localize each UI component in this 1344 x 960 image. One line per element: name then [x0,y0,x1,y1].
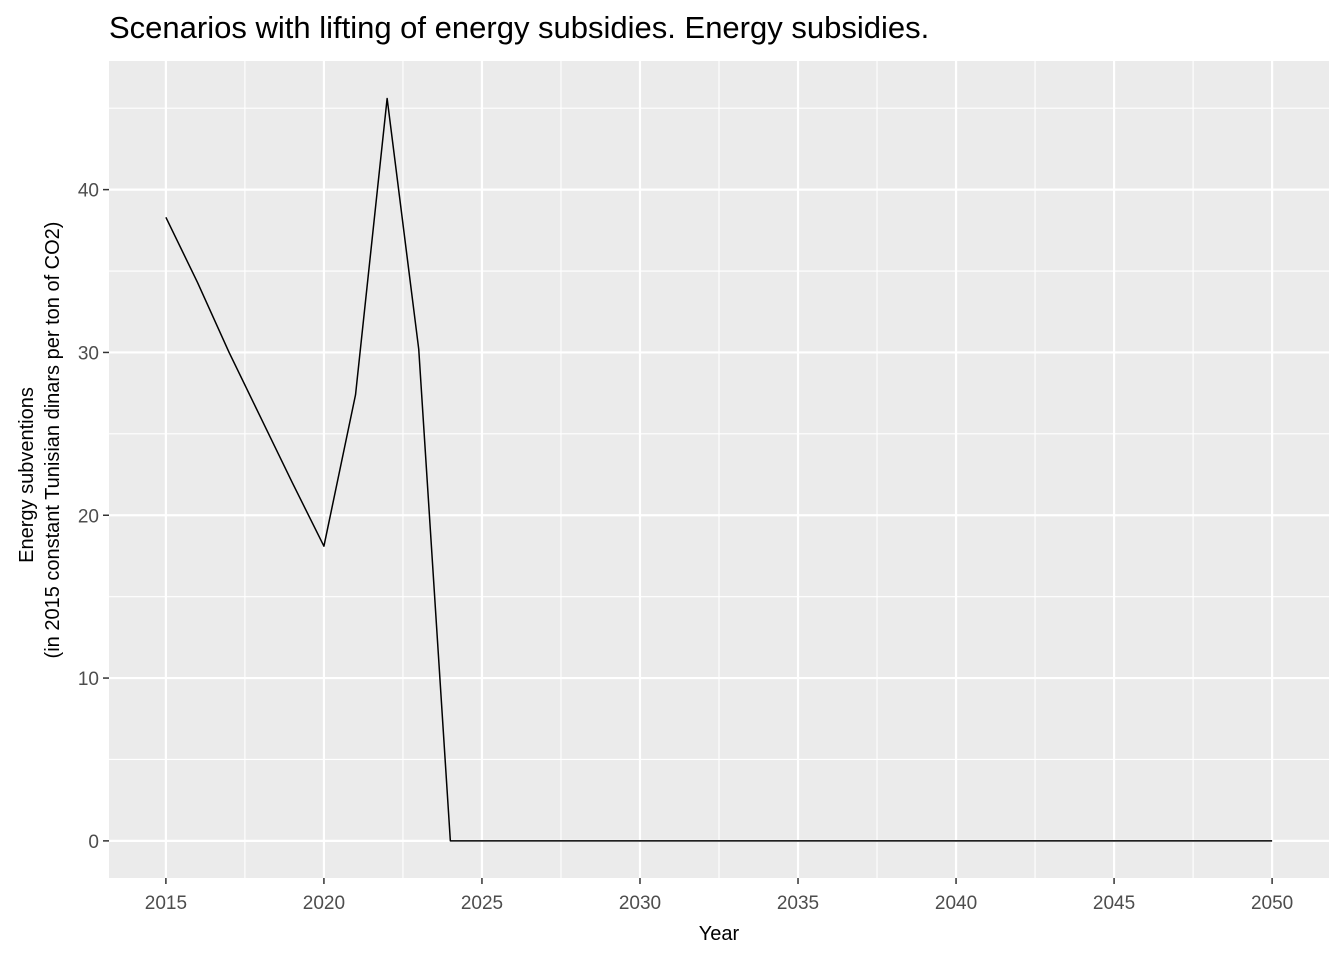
series-line [165,97,1273,842]
series-layer [165,97,1273,842]
chart-title: Scenarios with lifting of energy subsidi… [109,10,930,45]
x-tick-label: 2025 [461,893,503,914]
y-axis-title-line2: (in 2015 constant Tunisian dinars per to… [42,222,64,659]
major-gridlines [109,61,1329,878]
y-tick-label: 20 [78,506,99,527]
x-tick-label: 2040 [935,893,977,914]
y-tick-label: 30 [78,343,99,364]
y-tick-label: 10 [78,669,99,690]
x-tick-label: 2020 [303,893,345,914]
x-tick-label: 2030 [619,893,661,914]
x-axis-title: Year [699,923,740,945]
x-tick-label: 2050 [1251,893,1293,914]
x-tick-label: 2045 [1093,893,1135,914]
y-axis: 0 10 20 30 40 [78,181,109,853]
x-tick-label: 2015 [145,893,187,914]
minor-gridlines [109,61,1329,878]
y-tick-label: 40 [78,181,99,202]
y-tick-label: 0 [88,832,99,853]
x-axis: 2015 2020 2025 2030 2035 2040 2045 2050 [145,878,1293,914]
y-axis-title-line1: Energy subventions [16,387,38,563]
x-tick-label: 2035 [777,893,819,914]
